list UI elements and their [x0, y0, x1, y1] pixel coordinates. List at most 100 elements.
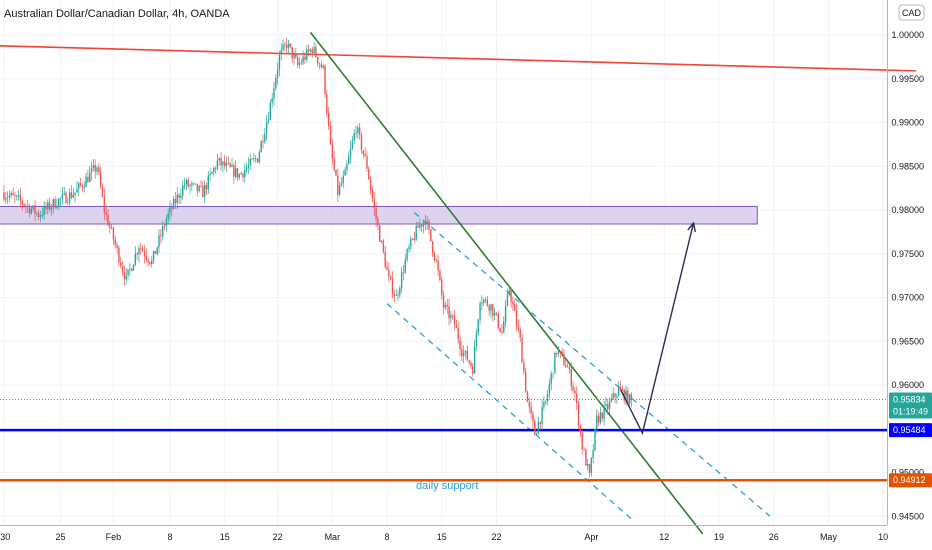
candle-body [619, 386, 622, 390]
candle-body [255, 158, 257, 160]
candle-body [588, 464, 591, 473]
candle-body [326, 94, 328, 114]
candle-body [143, 251, 146, 256]
candle-body [466, 350, 468, 361]
resistance-trendline [0, 44, 917, 72]
candle-body [552, 373, 554, 375]
candle-body [514, 304, 516, 311]
candle-body [109, 225, 111, 228]
candle-body [594, 428, 596, 451]
candle-body [490, 304, 492, 311]
candle-body [12, 192, 14, 196]
candle-body [27, 205, 29, 207]
candle-body [493, 312, 496, 316]
candle-body [247, 164, 250, 168]
candle-body [262, 141, 264, 143]
candle-body [52, 199, 54, 208]
candle-body [96, 167, 98, 172]
candle-body [61, 193, 64, 199]
candle-body [453, 316, 456, 325]
y-tick-label: 0.96000 [891, 380, 924, 390]
candle-body [47, 202, 49, 209]
candle-body [298, 62, 301, 65]
candle-body [617, 386, 620, 396]
candle-body [234, 168, 237, 177]
candle-body [304, 56, 306, 60]
candle-body [293, 54, 295, 59]
candle-body [178, 194, 180, 198]
candle-body [373, 199, 375, 209]
candle-body [19, 195, 22, 201]
candle-body [397, 294, 399, 296]
candle-body [105, 212, 107, 215]
candle-body [512, 301, 514, 305]
candle-body [21, 200, 23, 205]
candle-body [216, 160, 219, 169]
candle-body [561, 351, 563, 355]
blue-support-price-tag [889, 423, 932, 438]
candle-body [400, 272, 403, 288]
candle-body [510, 290, 512, 302]
candle-body [78, 183, 80, 189]
candle-body [110, 227, 113, 229]
candle-body [340, 183, 343, 186]
candle-body [420, 224, 423, 227]
currency-badge[interactable]: CAD [898, 4, 925, 21]
candle-body [484, 299, 487, 301]
candle-body [535, 433, 538, 435]
candle-body [404, 259, 406, 273]
candle-body [517, 325, 520, 330]
candle-body [437, 260, 439, 271]
x-tick-label: 19 [714, 532, 724, 542]
candle-body [548, 383, 551, 395]
projection-path [619, 222, 695, 436]
candle-body [459, 339, 461, 350]
x-tick-label: 8 [167, 532, 172, 542]
candle-body [610, 398, 613, 402]
candle-body [388, 269, 390, 277]
time-axis[interactable]: :30 25 Feb 8 15 22 Mar 8 15 22 Apr 12 19 26 May 10 [0, 532, 888, 542]
candle-body [34, 205, 36, 214]
candle-body [424, 221, 427, 225]
candle-body [457, 327, 459, 340]
candle-body [415, 225, 417, 241]
candle-body [236, 168, 239, 178]
candle-body [581, 432, 583, 450]
price-axis[interactable]: 0.945000.950000.955000.960000.965000.970… [891, 0, 924, 521]
candle-body [151, 260, 153, 265]
candle-body [348, 156, 350, 165]
candle-body [152, 250, 155, 261]
candle-body [554, 352, 556, 374]
candle-body [358, 127, 361, 135]
candle-body [320, 64, 323, 68]
candle-body [284, 44, 286, 46]
candle-body [461, 349, 463, 356]
candle-body [194, 183, 197, 185]
candle-body [621, 389, 624, 391]
candle-body [213, 168, 215, 173]
candle-body [428, 221, 430, 230]
candle-body [337, 175, 339, 195]
candle-body [138, 248, 140, 255]
candle-body [559, 350, 562, 352]
candle-body [402, 272, 405, 274]
candle-body [231, 165, 233, 167]
candle-body [5, 197, 7, 200]
candle-body [546, 394, 549, 402]
candle-body [79, 183, 82, 186]
candle-body [220, 158, 222, 166]
candle-body [169, 207, 171, 214]
x-tick-label: Apr [584, 532, 598, 542]
candle-body [39, 215, 42, 218]
candle-body [189, 185, 191, 187]
candle-body [539, 421, 541, 424]
candle-body [25, 205, 27, 207]
candle-body [214, 168, 217, 169]
candle-body [180, 195, 182, 198]
candle-body [399, 287, 401, 295]
y-tick-label: 0.98500 [891, 161, 924, 171]
candle-body [3, 192, 5, 200]
candle-body [132, 264, 135, 271]
candle-body [200, 185, 202, 187]
